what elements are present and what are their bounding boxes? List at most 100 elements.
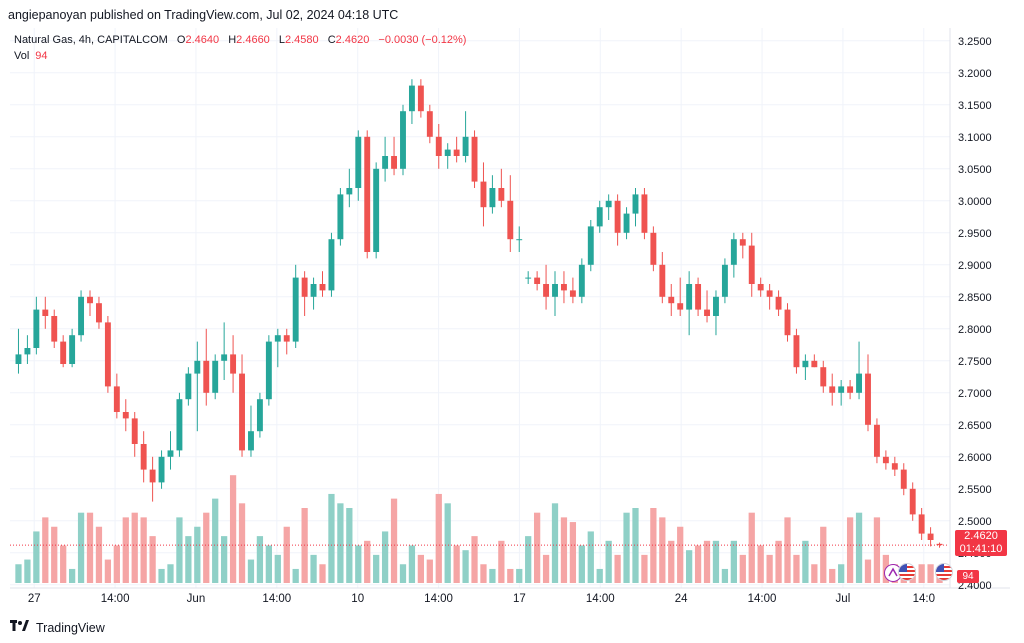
volume-bar	[775, 540, 782, 583]
candle-body	[668, 296, 675, 304]
candle-body	[498, 188, 505, 201]
time-axis[interactable]: 27 14:00 Jun 14:00 10 14:00 17 14:00 24 14:00 Jul 1…	[28, 593, 935, 605]
volume-bar	[203, 512, 210, 583]
candle-body	[256, 399, 263, 432]
candle	[721, 258, 728, 304]
candle	[802, 354, 809, 380]
candle-body	[185, 373, 192, 400]
candle-body	[766, 290, 773, 297]
candle	[677, 277, 684, 316]
us-flag-icon[interactable]	[935, 563, 953, 581]
candle	[766, 284, 773, 310]
candle	[60, 335, 67, 368]
price-tick-label: 2.7000	[958, 388, 992, 400]
volume-bar	[212, 498, 219, 583]
candle	[33, 296, 40, 355]
volume-bar	[140, 517, 147, 583]
time-tick-label: 17	[513, 593, 526, 605]
price-tick-label: 2.6000	[958, 452, 992, 464]
candle-body	[793, 335, 800, 368]
volume-bar	[748, 512, 755, 583]
candle-body	[471, 136, 478, 182]
price-tick-label: 2.5000	[958, 516, 992, 528]
candle	[400, 104, 406, 176]
candle	[221, 322, 228, 380]
candle-body	[543, 284, 550, 297]
time-tick-label: 14:00	[101, 593, 130, 605]
volume-bar	[265, 545, 272, 583]
volume-bar	[381, 531, 389, 583]
candle	[391, 136, 397, 176]
volume-bar	[185, 536, 192, 583]
high-value: 2.4660	[236, 34, 270, 46]
candle	[882, 450, 889, 470]
time-tick-label: 10	[351, 593, 364, 605]
candle-body	[283, 335, 290, 342]
candle-body	[310, 284, 317, 297]
candle-body	[659, 264, 666, 297]
volume-bar	[453, 545, 460, 583]
volume-bar	[229, 475, 237, 583]
candle	[131, 412, 138, 457]
volume-bar	[149, 536, 156, 583]
us-flag-icon[interactable]	[898, 563, 916, 581]
volume-bar	[829, 568, 836, 583]
ohlc-legend: Natural Gas, 4h, CAPITALCOM O2.4640 H2.4…	[14, 34, 466, 46]
candle-body	[391, 156, 397, 169]
candle-body	[113, 386, 120, 412]
volume-bar	[113, 545, 120, 583]
volume-bar	[444, 503, 451, 583]
candle-body	[167, 450, 174, 457]
candle-body	[614, 200, 621, 233]
volume-label[interactable]: Vol	[14, 50, 30, 62]
candle-body	[775, 296, 782, 310]
tradingview-logo-icon[interactable]	[10, 620, 30, 635]
candle	[158, 450, 165, 489]
candle-body	[838, 386, 845, 393]
candle-body	[337, 194, 344, 240]
candle	[256, 392, 263, 438]
volume-bar	[310, 554, 317, 583]
volume-bar	[766, 554, 773, 583]
candle-body	[149, 469, 156, 483]
volume-bar	[328, 493, 335, 583]
candle-body	[489, 188, 496, 208]
volume-tag: 94	[957, 570, 979, 583]
candle	[605, 194, 612, 220]
volume-bar	[355, 545, 362, 583]
candle	[909, 482, 916, 521]
volume-bar	[60, 545, 67, 583]
price-tick-label: 2.8500	[958, 292, 992, 304]
candle-body	[918, 514, 925, 534]
candle-body	[748, 245, 755, 284]
volume-bar	[462, 550, 469, 583]
brand-name[interactable]: TradingView	[36, 620, 105, 635]
candle	[113, 373, 120, 419]
volume-bar	[247, 559, 255, 583]
price-axis[interactable]: 3.2500 3.2000 3.1500 3.1000 3.0500 3.0000 2.95…	[958, 36, 992, 592]
candle-body	[51, 316, 58, 342]
symbol-title[interactable]: Natural Gas, 4h, CAPITALCOM	[14, 34, 168, 46]
candle-body	[248, 431, 254, 451]
candle-body	[382, 156, 389, 169]
candle-body	[730, 239, 737, 265]
volume-bar	[596, 568, 603, 583]
candle-body	[15, 354, 22, 364]
price-tick-label: 3.2000	[958, 68, 992, 80]
candle	[346, 168, 353, 208]
last-price-value: 2.4620	[964, 530, 998, 542]
candle-body	[319, 284, 326, 291]
candle	[498, 168, 505, 208]
candle-body	[265, 341, 272, 400]
candle	[301, 271, 308, 316]
candle	[373, 162, 380, 259]
volume-bar	[864, 559, 872, 583]
volume-bar	[104, 559, 112, 583]
candle-body	[131, 418, 138, 444]
candle-body	[856, 373, 862, 393]
volume-bar	[283, 526, 290, 583]
candle-body	[641, 194, 648, 233]
candle	[668, 284, 675, 316]
volume-bar	[42, 517, 49, 583]
